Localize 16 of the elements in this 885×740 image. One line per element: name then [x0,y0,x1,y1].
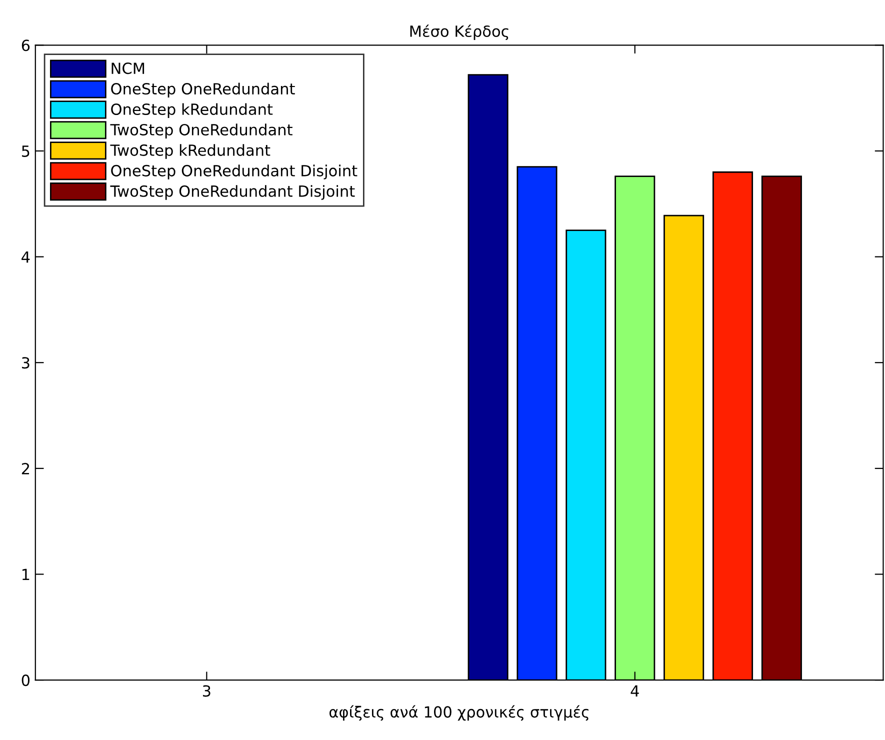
legend-label: NCM [112,62,144,74]
legend-label: TwoStep OneRedundant Disjoint [110,185,355,200]
y-tick-label: 4 [22,251,30,263]
legend-label: OneStep OneRedundant Disjoint [111,164,358,180]
legend-label: TwoStep OneRedundant [110,124,292,138]
legend-label: OneStep kRedundant [111,103,273,118]
y-tick-label: 6 [22,40,30,52]
y-tick-label: 1 [22,568,30,580]
legend-label: OneStep OneRedundant [111,82,295,98]
y-tick-label: 3 [22,357,30,369]
x-axis-title: αφίξεις ανά 100 χρονικές στιγμές [329,705,588,721]
y-tick-label: 5 [22,146,30,157]
y-tick-label: 0 [22,674,30,686]
y-tick-label: 2 [22,462,30,474]
chart-title: Μέσο Κέρδος [410,24,508,40]
legend-label: TwoStep kRedundant [110,144,270,159]
